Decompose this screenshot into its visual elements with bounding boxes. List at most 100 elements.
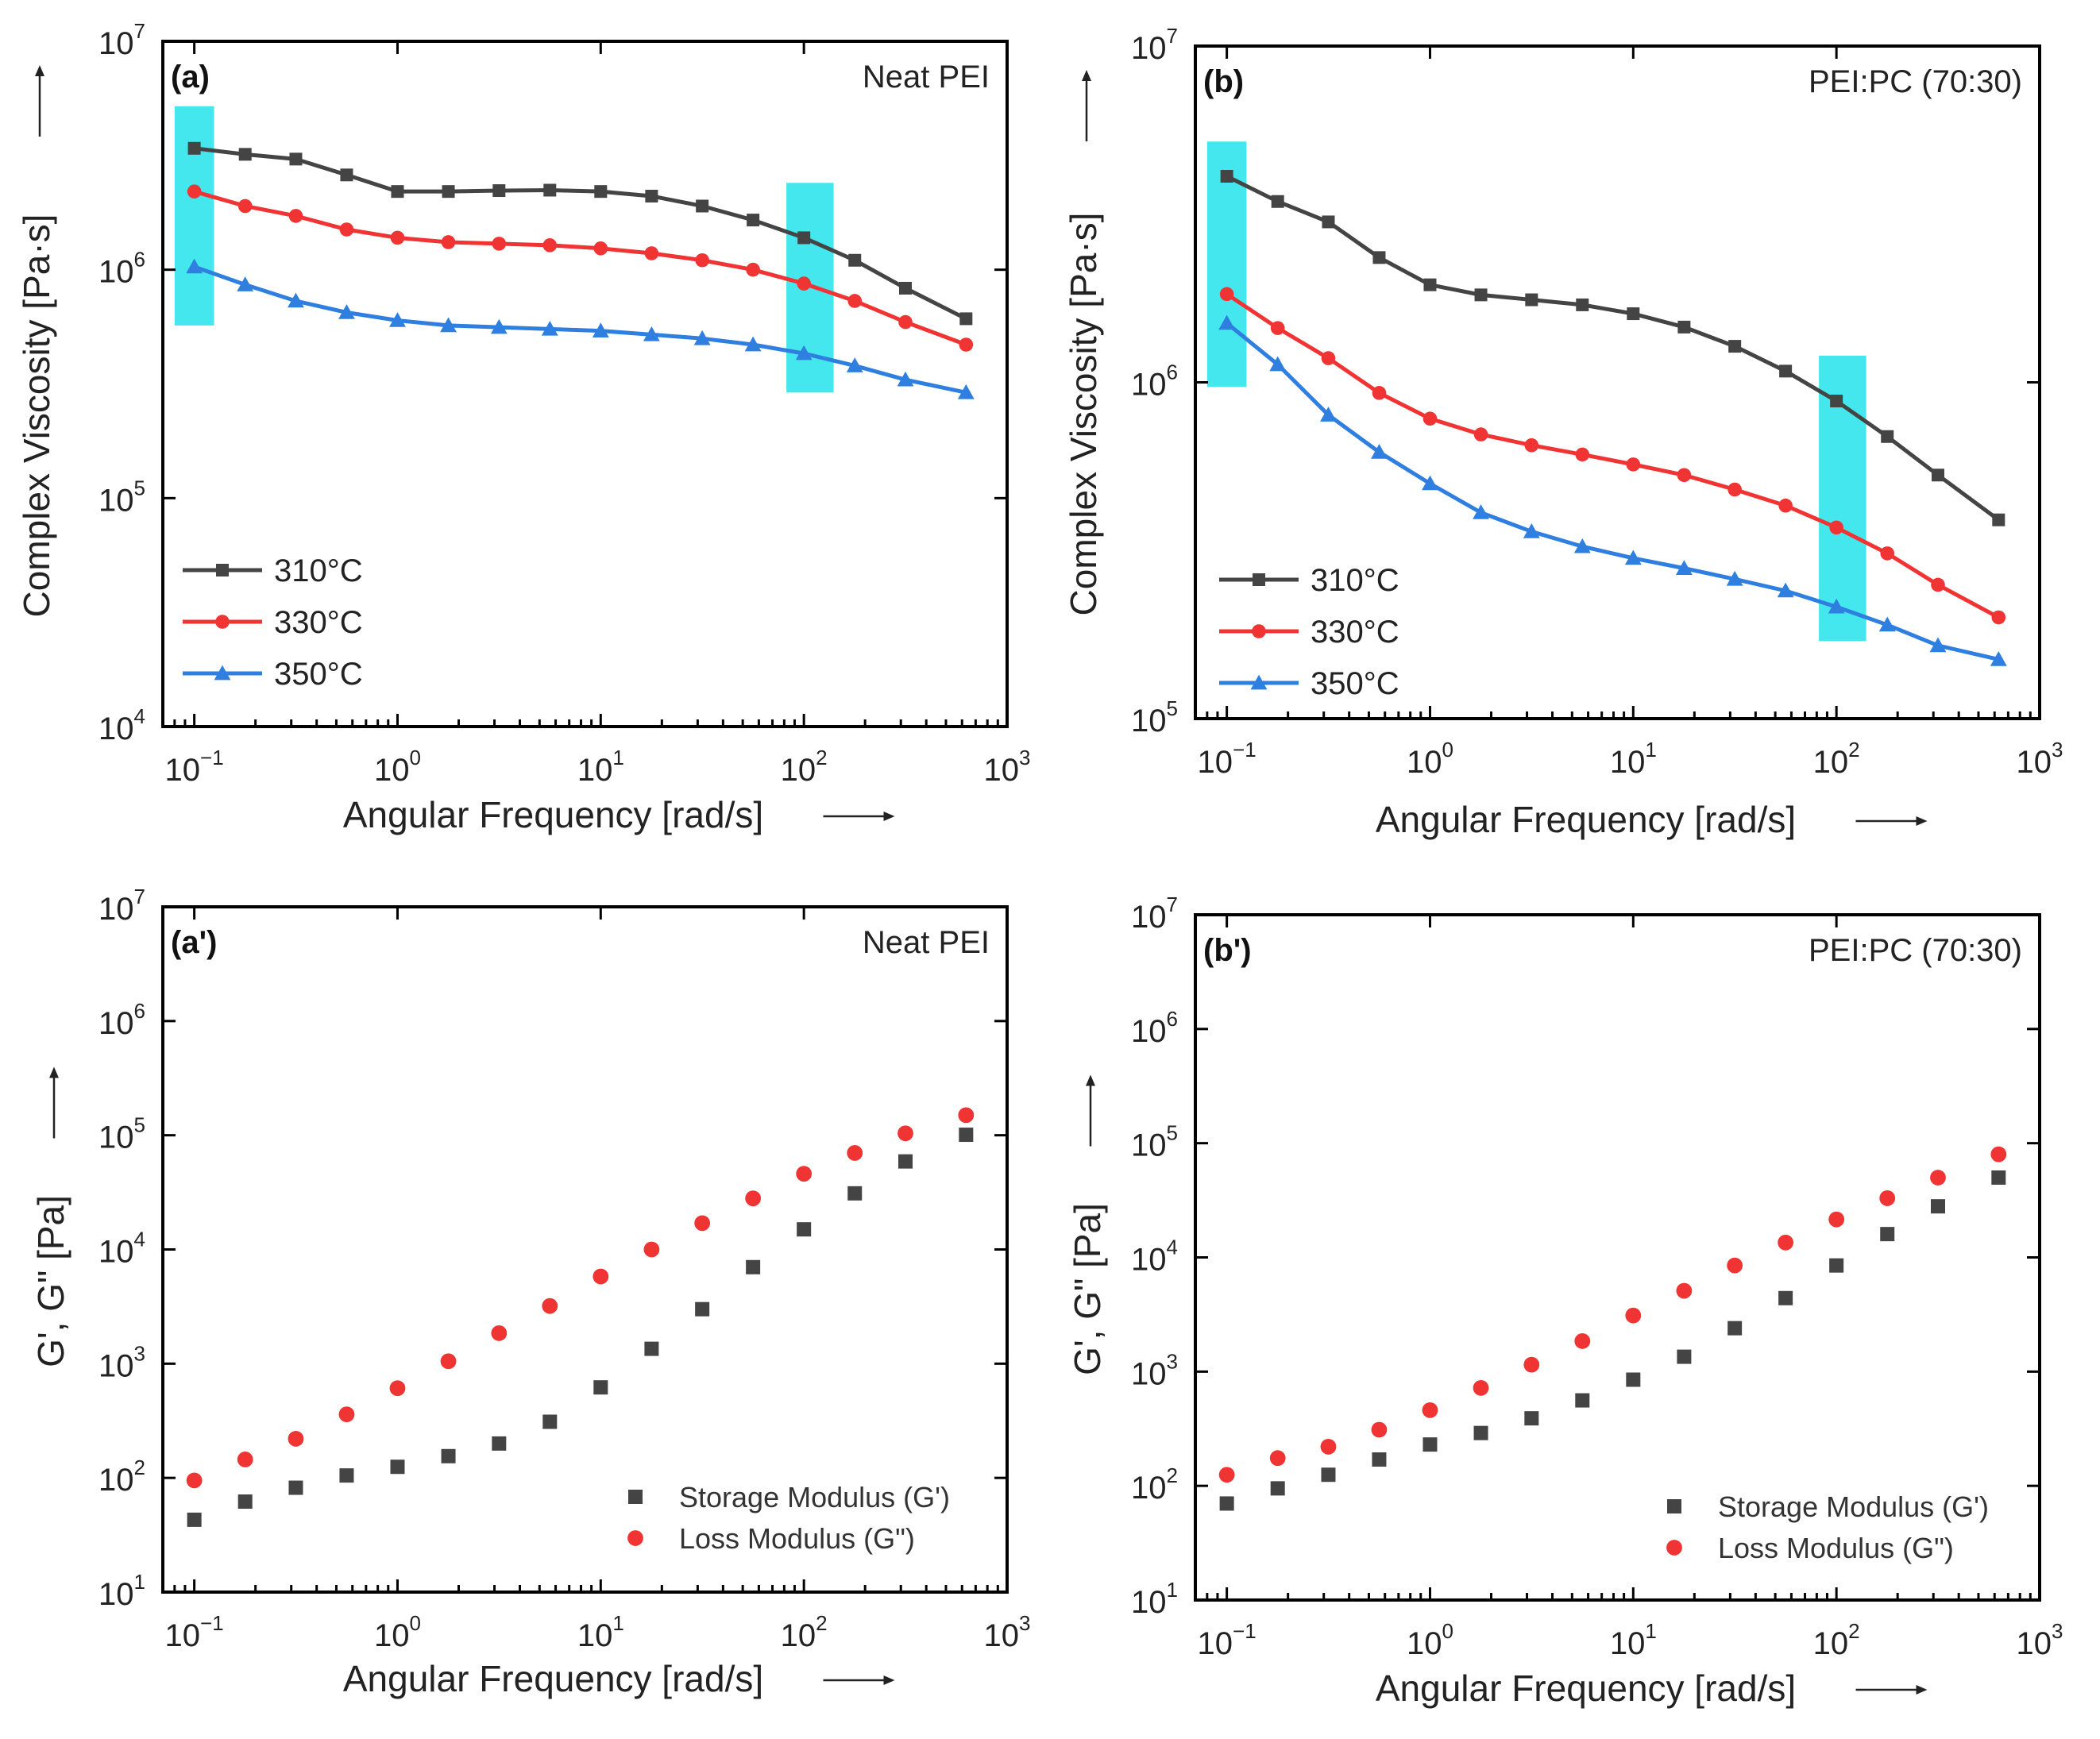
data-point xyxy=(1371,1421,1388,1438)
x-tick-label: 102 xyxy=(1813,738,1860,780)
sample-label: PEI:PC (70:30) xyxy=(1809,64,2022,99)
data-point xyxy=(289,152,303,166)
y-axis-arrowhead xyxy=(35,65,44,76)
data-point xyxy=(1778,498,1793,513)
data-point xyxy=(643,326,660,341)
data-point xyxy=(1525,293,1538,307)
x-tick-label: 10−1 xyxy=(165,746,224,788)
legend-marker xyxy=(1666,1540,1682,1556)
y-tick-label: 107 xyxy=(98,19,145,61)
data-point xyxy=(1990,651,2007,666)
data-point xyxy=(1830,395,1843,408)
data-point xyxy=(957,384,975,399)
data-point xyxy=(1523,1356,1540,1373)
data-point xyxy=(898,1125,913,1142)
y-tick-label: 105 xyxy=(98,1113,145,1155)
y-axis-label: Complex Viscosity [Pa·s] xyxy=(1063,213,1104,616)
x-tick-label: 102 xyxy=(781,1611,828,1653)
data-point xyxy=(1626,1372,1641,1387)
y-tick-label: 101 xyxy=(98,1570,145,1612)
data-point xyxy=(1271,195,1284,208)
data-point xyxy=(340,168,353,182)
series-loss-modulus-g- xyxy=(1218,1146,2007,1483)
series-350-c xyxy=(1218,314,2007,666)
data-point xyxy=(1624,549,1642,565)
data-point xyxy=(1576,298,1589,311)
data-point xyxy=(1727,1321,1743,1336)
panel-a-prime: 10−1 100 101 102 103 101 102 103 104 105 106 107 (a'… xyxy=(30,885,1030,1699)
series-350-c xyxy=(186,258,975,399)
data-point xyxy=(288,209,303,223)
data-point xyxy=(897,371,914,387)
y-tick-label: 107 xyxy=(98,885,145,927)
data-point xyxy=(1473,1425,1488,1440)
y-tick-label: 106 xyxy=(98,999,145,1041)
data-point xyxy=(959,312,973,326)
data-point xyxy=(848,253,862,267)
data-point xyxy=(797,1222,812,1237)
data-point xyxy=(695,253,709,268)
data-point xyxy=(1726,570,1743,586)
data-point xyxy=(1270,321,1285,335)
legend-label: 310°C xyxy=(274,553,363,588)
data-point xyxy=(1473,427,1488,441)
panel-label: (b) xyxy=(1203,64,1244,99)
series-storage-modulus-g- xyxy=(1219,1170,2006,1511)
data-point xyxy=(390,1459,405,1475)
y-tick-label: 103 xyxy=(98,1341,145,1383)
legend-marker xyxy=(1667,1499,1681,1513)
data-point xyxy=(1627,307,1640,321)
series-310-c xyxy=(1220,169,2005,526)
data-point xyxy=(1931,577,1945,592)
data-point xyxy=(745,1190,762,1207)
data-point xyxy=(1473,1379,1489,1396)
data-point xyxy=(1320,407,1337,422)
data-point xyxy=(338,1406,355,1423)
x-tick-label: 101 xyxy=(577,1611,624,1653)
data-point xyxy=(898,1154,913,1169)
legend-label: 350°C xyxy=(1311,666,1399,701)
panel-label: (a') xyxy=(171,925,217,960)
data-point xyxy=(237,1452,253,1467)
data-point xyxy=(1218,314,1236,330)
y-tick-label: 104 xyxy=(1131,1236,1178,1278)
data-point xyxy=(186,1472,203,1489)
series-310-c xyxy=(187,141,973,326)
series-loss-modulus-g- xyxy=(186,1107,975,1489)
data-point xyxy=(1676,1282,1693,1299)
legend-label: 330°C xyxy=(1311,615,1399,650)
panel-label: (b') xyxy=(1203,933,1252,968)
data-point xyxy=(1677,320,1691,334)
x-axis-arrowhead xyxy=(1916,1685,1928,1695)
series-line xyxy=(1226,292,2000,619)
y-tick-label: 106 xyxy=(98,248,145,290)
x-axis-arrowhead xyxy=(883,1675,895,1685)
data-point xyxy=(237,199,253,214)
sample-label: Neat PEI xyxy=(863,60,990,94)
series-330-c xyxy=(1219,287,2006,625)
legend-label: Storage Modulus (G') xyxy=(679,1481,950,1513)
data-point xyxy=(847,1145,863,1161)
data-point xyxy=(442,185,455,199)
legend-label: 330°C xyxy=(274,605,363,640)
data-point xyxy=(959,1128,974,1143)
data-point xyxy=(187,141,201,155)
data-point xyxy=(542,1414,558,1429)
x-axis-label: Angular Frequency [rad/s] xyxy=(343,794,763,835)
x-axis-label: Angular Frequency [rad/s] xyxy=(1376,1668,1796,1709)
x-tick-label: 10−1 xyxy=(165,1611,224,1653)
data-point xyxy=(288,1431,304,1447)
y-tick-label: 107 xyxy=(1131,893,1178,935)
data-point xyxy=(1828,598,1845,614)
data-point xyxy=(1880,1227,1895,1242)
data-point xyxy=(1219,287,1234,302)
data-point xyxy=(898,281,912,295)
data-point xyxy=(440,1353,457,1370)
data-point xyxy=(747,214,760,227)
x-tick-label: 10−1 xyxy=(1198,738,1257,780)
sample-label: PEI:PC (70:30) xyxy=(1809,933,2022,968)
data-point xyxy=(1372,251,1386,264)
data-point xyxy=(1675,560,1693,575)
x-axis-label: Angular Frequency [rad/s] xyxy=(1376,799,1796,840)
